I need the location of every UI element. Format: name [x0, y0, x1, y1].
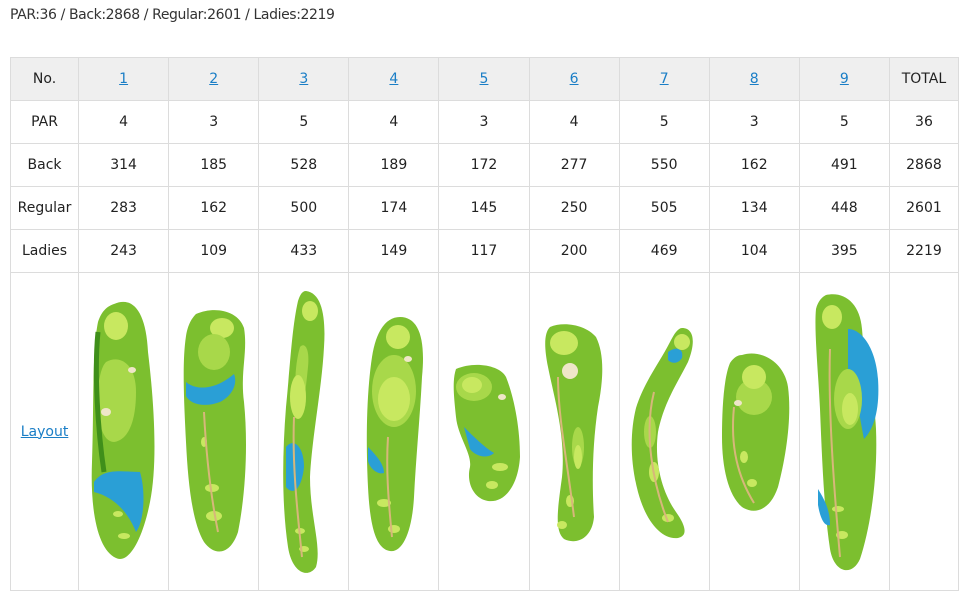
par-cell: 4: [78, 100, 170, 144]
back-cell: 189: [348, 143, 440, 187]
course-summary: PAR:36 / Back:2868 / Regular:2601 / Ladi…: [10, 7, 335, 23]
back-cell: 528: [258, 143, 350, 187]
par-cell: 3: [708, 100, 800, 144]
regular-cell: 250: [528, 186, 620, 230]
row-label-par: PAR: [9, 100, 80, 144]
hole-link-7[interactable]: 7: [659, 71, 669, 87]
hole-link-5[interactable]: 5: [479, 71, 489, 87]
hole-header-1: 1: [78, 57, 170, 101]
regular-cell: 174: [348, 186, 440, 230]
hole-header-8: 8: [708, 57, 800, 101]
back-cell: 172: [438, 143, 530, 187]
golf-hole-layout-icon: [91, 301, 155, 559]
row-label-back: Back: [9, 143, 80, 187]
golf-hole-layout-icon: [453, 364, 520, 501]
regular-cell: 505: [618, 186, 710, 230]
ladies-cell: 243: [78, 229, 170, 273]
par-total: 36: [888, 100, 960, 144]
back-cell: 491: [798, 143, 890, 187]
golf-hole-layout-icon: [815, 294, 879, 571]
hole-layout-cell-2: [168, 272, 260, 591]
back-row: Back 314 185 528 189 172 277 550 162 491…: [9, 143, 960, 187]
hole-layout-cell-8: [708, 272, 800, 591]
hole-link-3[interactable]: 3: [299, 71, 309, 87]
regular-cell: 145: [438, 186, 530, 230]
hole-header-5: 5: [438, 57, 530, 101]
par-cell: 5: [798, 100, 890, 144]
par-cell: 4: [528, 100, 620, 144]
hole-layout-cell-9: [798, 272, 890, 591]
par-cell: 5: [618, 100, 710, 144]
par-cell: 3: [168, 100, 260, 144]
hole-header-9: 9: [798, 57, 890, 101]
back-cell: 314: [78, 143, 170, 187]
header-row: No. 1 2 3 4 5 6 7 8 9 TOTAL: [9, 57, 960, 101]
golf-hole-layout-icon: [366, 316, 423, 551]
ladies-cell: 433: [258, 229, 350, 273]
hole-link-1[interactable]: 1: [119, 71, 129, 87]
total-header: TOTAL: [888, 57, 960, 101]
row-label-ladies: Ladies: [9, 229, 80, 273]
hole-layout-cell-4: [348, 272, 440, 591]
ladies-cell: 104: [708, 229, 800, 273]
hole-link-4[interactable]: 4: [389, 71, 399, 87]
hole-layout-cell-1: [78, 272, 170, 591]
back-cell: 185: [168, 143, 260, 187]
no-header: No.: [9, 57, 80, 101]
golf-hole-layout-icon: [183, 309, 246, 551]
hole-link-8[interactable]: 8: [749, 71, 759, 87]
hole-layout-cell-6: [528, 272, 620, 591]
scorecard-table: No. 1 2 3 4 5 6 7 8 9 TOTAL PAR 4 3 5 4 …: [9, 57, 960, 591]
golf-hole-layout-icon: [631, 327, 693, 538]
par-row: PAR 4 3 5 4 3 4 5 3 5 36: [9, 100, 960, 144]
back-total: 2868: [888, 143, 960, 187]
hole-header-2: 2: [168, 57, 260, 101]
row-label-regular: Regular: [9, 186, 80, 230]
regular-total: 2601: [888, 186, 960, 230]
regular-row: Regular 283 162 500 174 145 250 505 134 …: [9, 186, 960, 230]
ladies-total: 2219: [888, 229, 960, 273]
golf-hole-layout-icon: [545, 323, 603, 541]
regular-cell: 162: [168, 186, 260, 230]
layout-link[interactable]: Layout: [20, 423, 69, 440]
ladies-row: Ladies 243 109 433 149 117 200 469 104 3…: [9, 229, 960, 273]
ladies-cell: 469: [618, 229, 710, 273]
ladies-cell: 117: [438, 229, 530, 273]
ladies-cell: 200: [528, 229, 620, 273]
hole-header-4: 4: [348, 57, 440, 101]
layout-label-cell: Layout: [9, 272, 80, 591]
hole-layout-cell-5: [438, 272, 530, 591]
hole-header-3: 3: [258, 57, 350, 101]
hole-link-6[interactable]: 6: [569, 71, 579, 87]
hole-header-7: 7: [618, 57, 710, 101]
ladies-cell: 149: [348, 229, 440, 273]
par-cell: 5: [258, 100, 350, 144]
back-cell: 277: [528, 143, 620, 187]
hole-header-6: 6: [528, 57, 620, 101]
ladies-cell: 395: [798, 229, 890, 273]
hole-link-9[interactable]: 9: [839, 71, 849, 87]
par-cell: 3: [438, 100, 530, 144]
hole-layout-cell-3: [258, 272, 350, 591]
back-cell: 162: [708, 143, 800, 187]
hole-layout-cell-7: [618, 272, 710, 591]
regular-cell: 134: [708, 186, 800, 230]
hole-link-2[interactable]: 2: [209, 71, 219, 87]
regular-cell: 448: [798, 186, 890, 230]
layout-total-cell: [888, 272, 960, 591]
regular-cell: 283: [78, 186, 170, 230]
par-cell: 4: [348, 100, 440, 144]
golf-hole-layout-icon: [283, 290, 325, 573]
ladies-cell: 109: [168, 229, 260, 273]
golf-hole-layout-icon: [722, 352, 790, 511]
regular-cell: 500: [258, 186, 350, 230]
back-cell: 550: [618, 143, 710, 187]
layout-row: Layout: [9, 272, 960, 591]
